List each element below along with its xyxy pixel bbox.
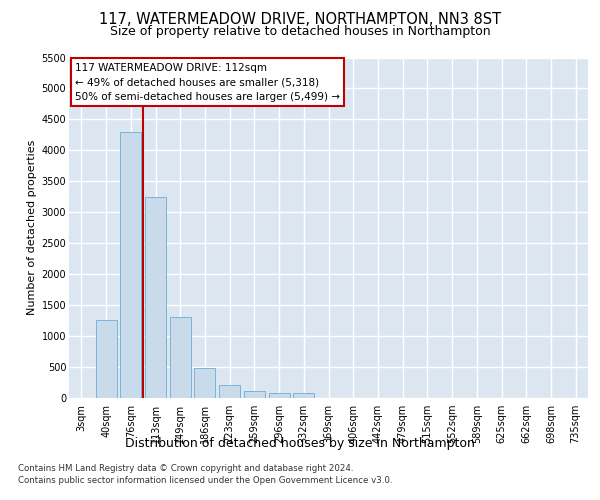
- Bar: [194, 368, 215, 398]
- Bar: [219, 385, 240, 398]
- Bar: [170, 317, 191, 398]
- Bar: [145, 196, 166, 398]
- Text: Contains public sector information licensed under the Open Government Licence v3: Contains public sector information licen…: [18, 476, 392, 485]
- Text: Distribution of detached houses by size in Northampton: Distribution of detached houses by size …: [125, 438, 475, 450]
- Y-axis label: Number of detached properties: Number of detached properties: [28, 140, 37, 315]
- Bar: [95, 320, 116, 398]
- Bar: [293, 393, 314, 398]
- Text: 117, WATERMEADOW DRIVE, NORTHAMPTON, NN3 8ST: 117, WATERMEADOW DRIVE, NORTHAMPTON, NN3…: [99, 12, 501, 28]
- Text: Size of property relative to detached houses in Northampton: Size of property relative to detached ho…: [110, 25, 490, 38]
- Text: Contains HM Land Registry data © Crown copyright and database right 2024.: Contains HM Land Registry data © Crown c…: [18, 464, 353, 473]
- Text: 117 WATERMEADOW DRIVE: 112sqm
← 49% of detached houses are smaller (5,318)
50% o: 117 WATERMEADOW DRIVE: 112sqm ← 49% of d…: [75, 62, 340, 102]
- Bar: [269, 393, 290, 398]
- Bar: [244, 392, 265, 398]
- Bar: [120, 132, 141, 398]
